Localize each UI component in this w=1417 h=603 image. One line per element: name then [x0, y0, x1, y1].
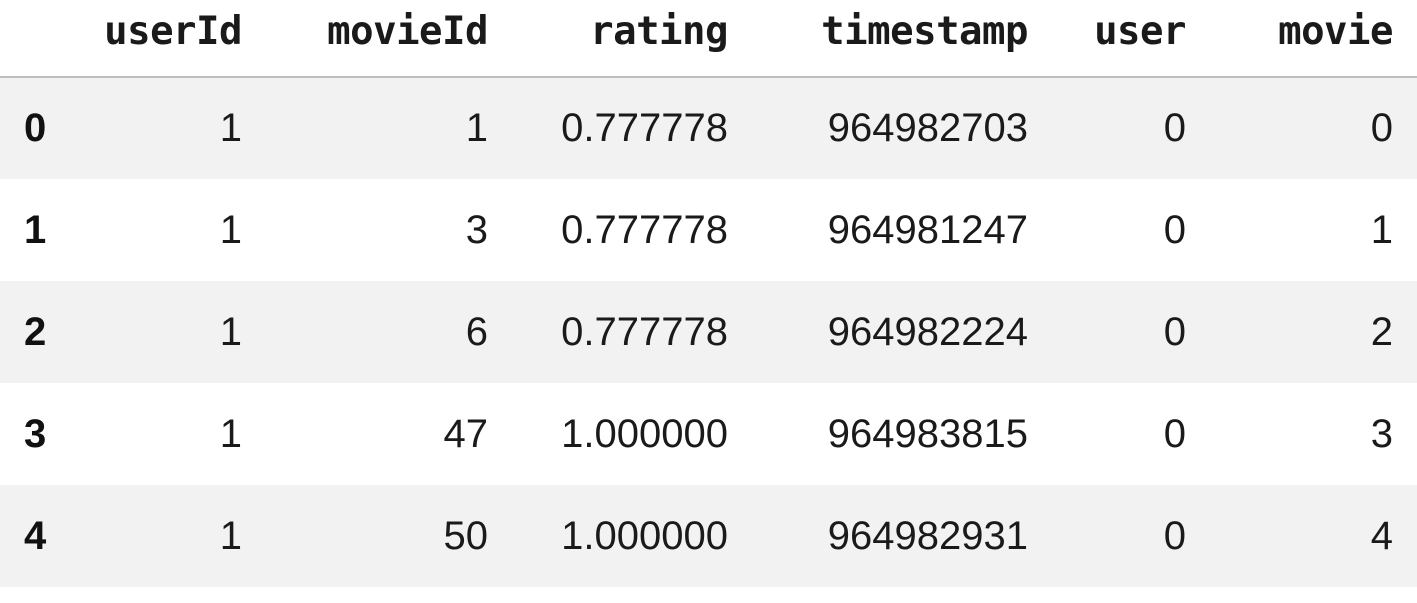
- cell-movieid: 50: [443, 513, 489, 558]
- cell-timestamp: 964982703: [827, 106, 1028, 150]
- row-index: 3: [24, 411, 47, 456]
- column-header-timestamp: timestamp: [821, 8, 1028, 54]
- column-header-user: user: [1094, 8, 1186, 54]
- table-row: 4 1 50 1.000000 964982931 0 4: [0, 485, 1417, 587]
- cell-userid: 1: [219, 513, 242, 558]
- cell-user: 0: [1163, 309, 1186, 354]
- cell-timestamp: 964982931: [827, 513, 1028, 558]
- cell-userid: 1: [219, 309, 242, 354]
- cell-movieid: 6: [465, 309, 488, 354]
- cell-rating: 0.777778: [561, 207, 728, 252]
- table-row: 3 1 47 1.000000 964983815 0 3: [0, 383, 1417, 485]
- cell-movie: 0: [1370, 106, 1393, 150]
- dataframe-table: userId movieId rating timestamp user mov…: [0, 0, 1417, 587]
- table-body: 0 1 1 0.777778 964982703 0 0 1 1 3 0.777…: [0, 77, 1417, 587]
- cell-timestamp: 964983815: [827, 411, 1028, 456]
- table-row: 2 1 6 0.777778 964982224 0 2: [0, 281, 1417, 383]
- row-index: 0: [24, 106, 47, 150]
- cell-userid: 1: [219, 207, 242, 252]
- column-header-movieid: movieId: [327, 8, 488, 54]
- cell-movie: 4: [1370, 513, 1393, 558]
- cell-user: 0: [1163, 411, 1186, 456]
- cell-rating: 1.000000: [561, 411, 728, 456]
- cell-userid: 1: [219, 106, 242, 150]
- header-row: userId movieId rating timestamp user mov…: [0, 0, 1417, 77]
- cell-timestamp: 964982224: [827, 309, 1028, 354]
- cell-movieid: 47: [443, 411, 489, 456]
- cell-timestamp: 964981247: [827, 207, 1028, 252]
- cell-rating: 0.777778: [561, 309, 728, 354]
- cell-movieid: 1: [465, 106, 488, 150]
- row-index: 4: [24, 513, 47, 558]
- cell-user: 0: [1163, 207, 1186, 252]
- cell-movie: 3: [1370, 411, 1393, 456]
- column-header-rating: rating: [590, 8, 728, 54]
- column-header-userid: userId: [104, 8, 242, 54]
- column-header-movie: movie: [1278, 8, 1393, 54]
- cell-user: 0: [1163, 106, 1186, 150]
- cell-rating: 1.000000: [561, 513, 728, 558]
- row-index: 1: [24, 207, 47, 252]
- cell-movieid: 3: [465, 207, 488, 252]
- table-row: 1 1 3 0.777778 964981247 0 1: [0, 179, 1417, 281]
- row-index: 2: [24, 309, 47, 354]
- table-row: 0 1 1 0.777778 964982703 0 0: [0, 77, 1417, 179]
- cell-userid: 1: [219, 411, 242, 456]
- cell-user: 0: [1163, 513, 1186, 558]
- cell-movie: 2: [1370, 309, 1393, 354]
- index-header: [0, 0, 90, 77]
- cell-rating: 0.777778: [561, 106, 728, 150]
- table-header: userId movieId rating timestamp user mov…: [0, 0, 1417, 77]
- cell-movie: 1: [1370, 207, 1393, 252]
